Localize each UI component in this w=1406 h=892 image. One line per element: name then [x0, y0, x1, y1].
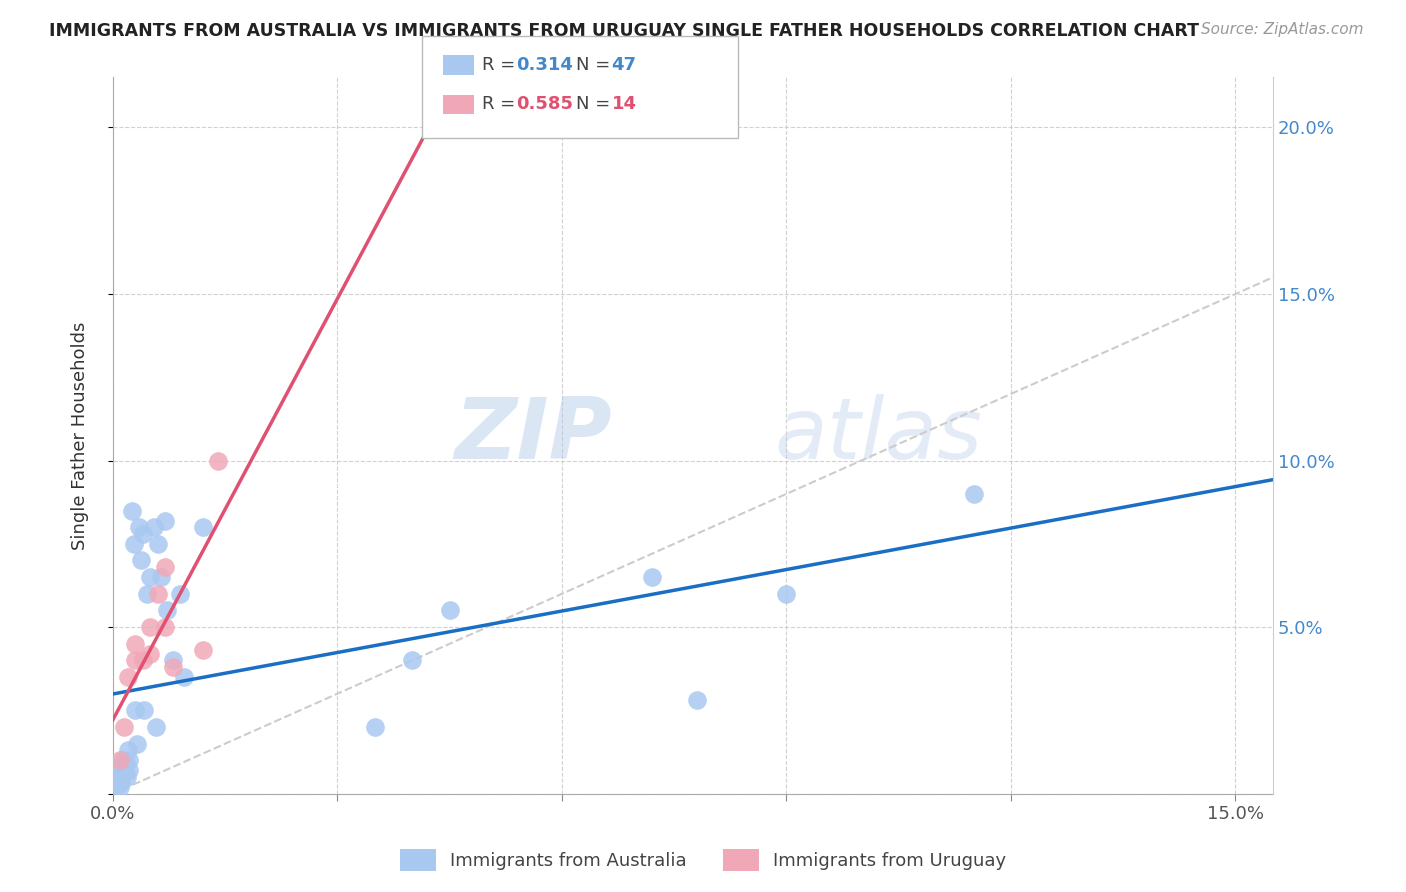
- Point: [207, 453, 229, 467]
- Point: [110, 756, 132, 771]
- Point: [191, 643, 214, 657]
- Point: [775, 587, 797, 601]
- Point: [112, 766, 135, 780]
- Point: [115, 770, 138, 784]
- Point: [124, 703, 146, 717]
- Text: N =: N =: [576, 56, 616, 74]
- Point: [155, 560, 177, 574]
- Point: [105, 770, 128, 784]
- Text: atlas: atlas: [775, 394, 981, 477]
- Legend: Immigrants from Australia, Immigrants from Uruguay: Immigrants from Australia, Immigrants fr…: [392, 842, 1014, 879]
- Point: [125, 737, 148, 751]
- Point: [962, 487, 984, 501]
- Text: 47: 47: [612, 56, 637, 74]
- Point: [115, 756, 138, 771]
- Point: [155, 514, 177, 528]
- Point: [150, 570, 173, 584]
- Point: [108, 766, 131, 780]
- Point: [117, 764, 139, 778]
- Point: [641, 570, 664, 584]
- Text: Source: ZipAtlas.com: Source: ZipAtlas.com: [1201, 22, 1364, 37]
- Point: [128, 520, 150, 534]
- Point: [114, 764, 136, 778]
- Point: [112, 753, 135, 767]
- Text: 0.585: 0.585: [516, 95, 574, 113]
- Point: [110, 753, 132, 767]
- Point: [173, 670, 195, 684]
- Point: [122, 537, 145, 551]
- Point: [156, 603, 179, 617]
- Point: [117, 670, 139, 684]
- Point: [401, 653, 423, 667]
- Point: [121, 503, 143, 517]
- Text: 0.314: 0.314: [516, 56, 572, 74]
- Point: [364, 720, 387, 734]
- Point: [108, 780, 131, 794]
- Point: [111, 764, 134, 778]
- Point: [146, 587, 169, 601]
- Point: [118, 753, 141, 767]
- Point: [439, 603, 461, 617]
- Point: [139, 570, 162, 584]
- Text: IMMIGRANTS FROM AUSTRALIA VS IMMIGRANTS FROM URUGUAY SINGLE FATHER HOUSEHOLDS CO: IMMIGRANTS FROM AUSTRALIA VS IMMIGRANTS …: [49, 22, 1199, 40]
- Point: [124, 653, 146, 667]
- Point: [132, 526, 155, 541]
- Point: [685, 693, 707, 707]
- Point: [135, 587, 157, 601]
- Point: [117, 743, 139, 757]
- Point: [155, 620, 177, 634]
- Point: [110, 760, 132, 774]
- Point: [105, 770, 128, 784]
- Point: [191, 520, 214, 534]
- Point: [134, 703, 156, 717]
- Text: N =: N =: [576, 95, 616, 113]
- Text: R =: R =: [482, 95, 522, 113]
- Text: R =: R =: [482, 56, 522, 74]
- Point: [108, 777, 131, 791]
- Point: [110, 773, 132, 788]
- Point: [143, 520, 166, 534]
- Point: [129, 553, 152, 567]
- Point: [139, 620, 162, 634]
- Point: [145, 720, 167, 734]
- Point: [146, 537, 169, 551]
- Point: [132, 653, 155, 667]
- Point: [111, 760, 134, 774]
- Y-axis label: Single Father Households: Single Father Households: [72, 321, 89, 549]
- Point: [110, 770, 132, 784]
- Text: ZIP: ZIP: [454, 394, 612, 477]
- Text: 14: 14: [612, 95, 637, 113]
- Point: [162, 653, 184, 667]
- Point: [162, 660, 184, 674]
- Point: [139, 647, 162, 661]
- Point: [107, 773, 129, 788]
- Point: [124, 637, 146, 651]
- Point: [112, 720, 135, 734]
- Point: [169, 587, 191, 601]
